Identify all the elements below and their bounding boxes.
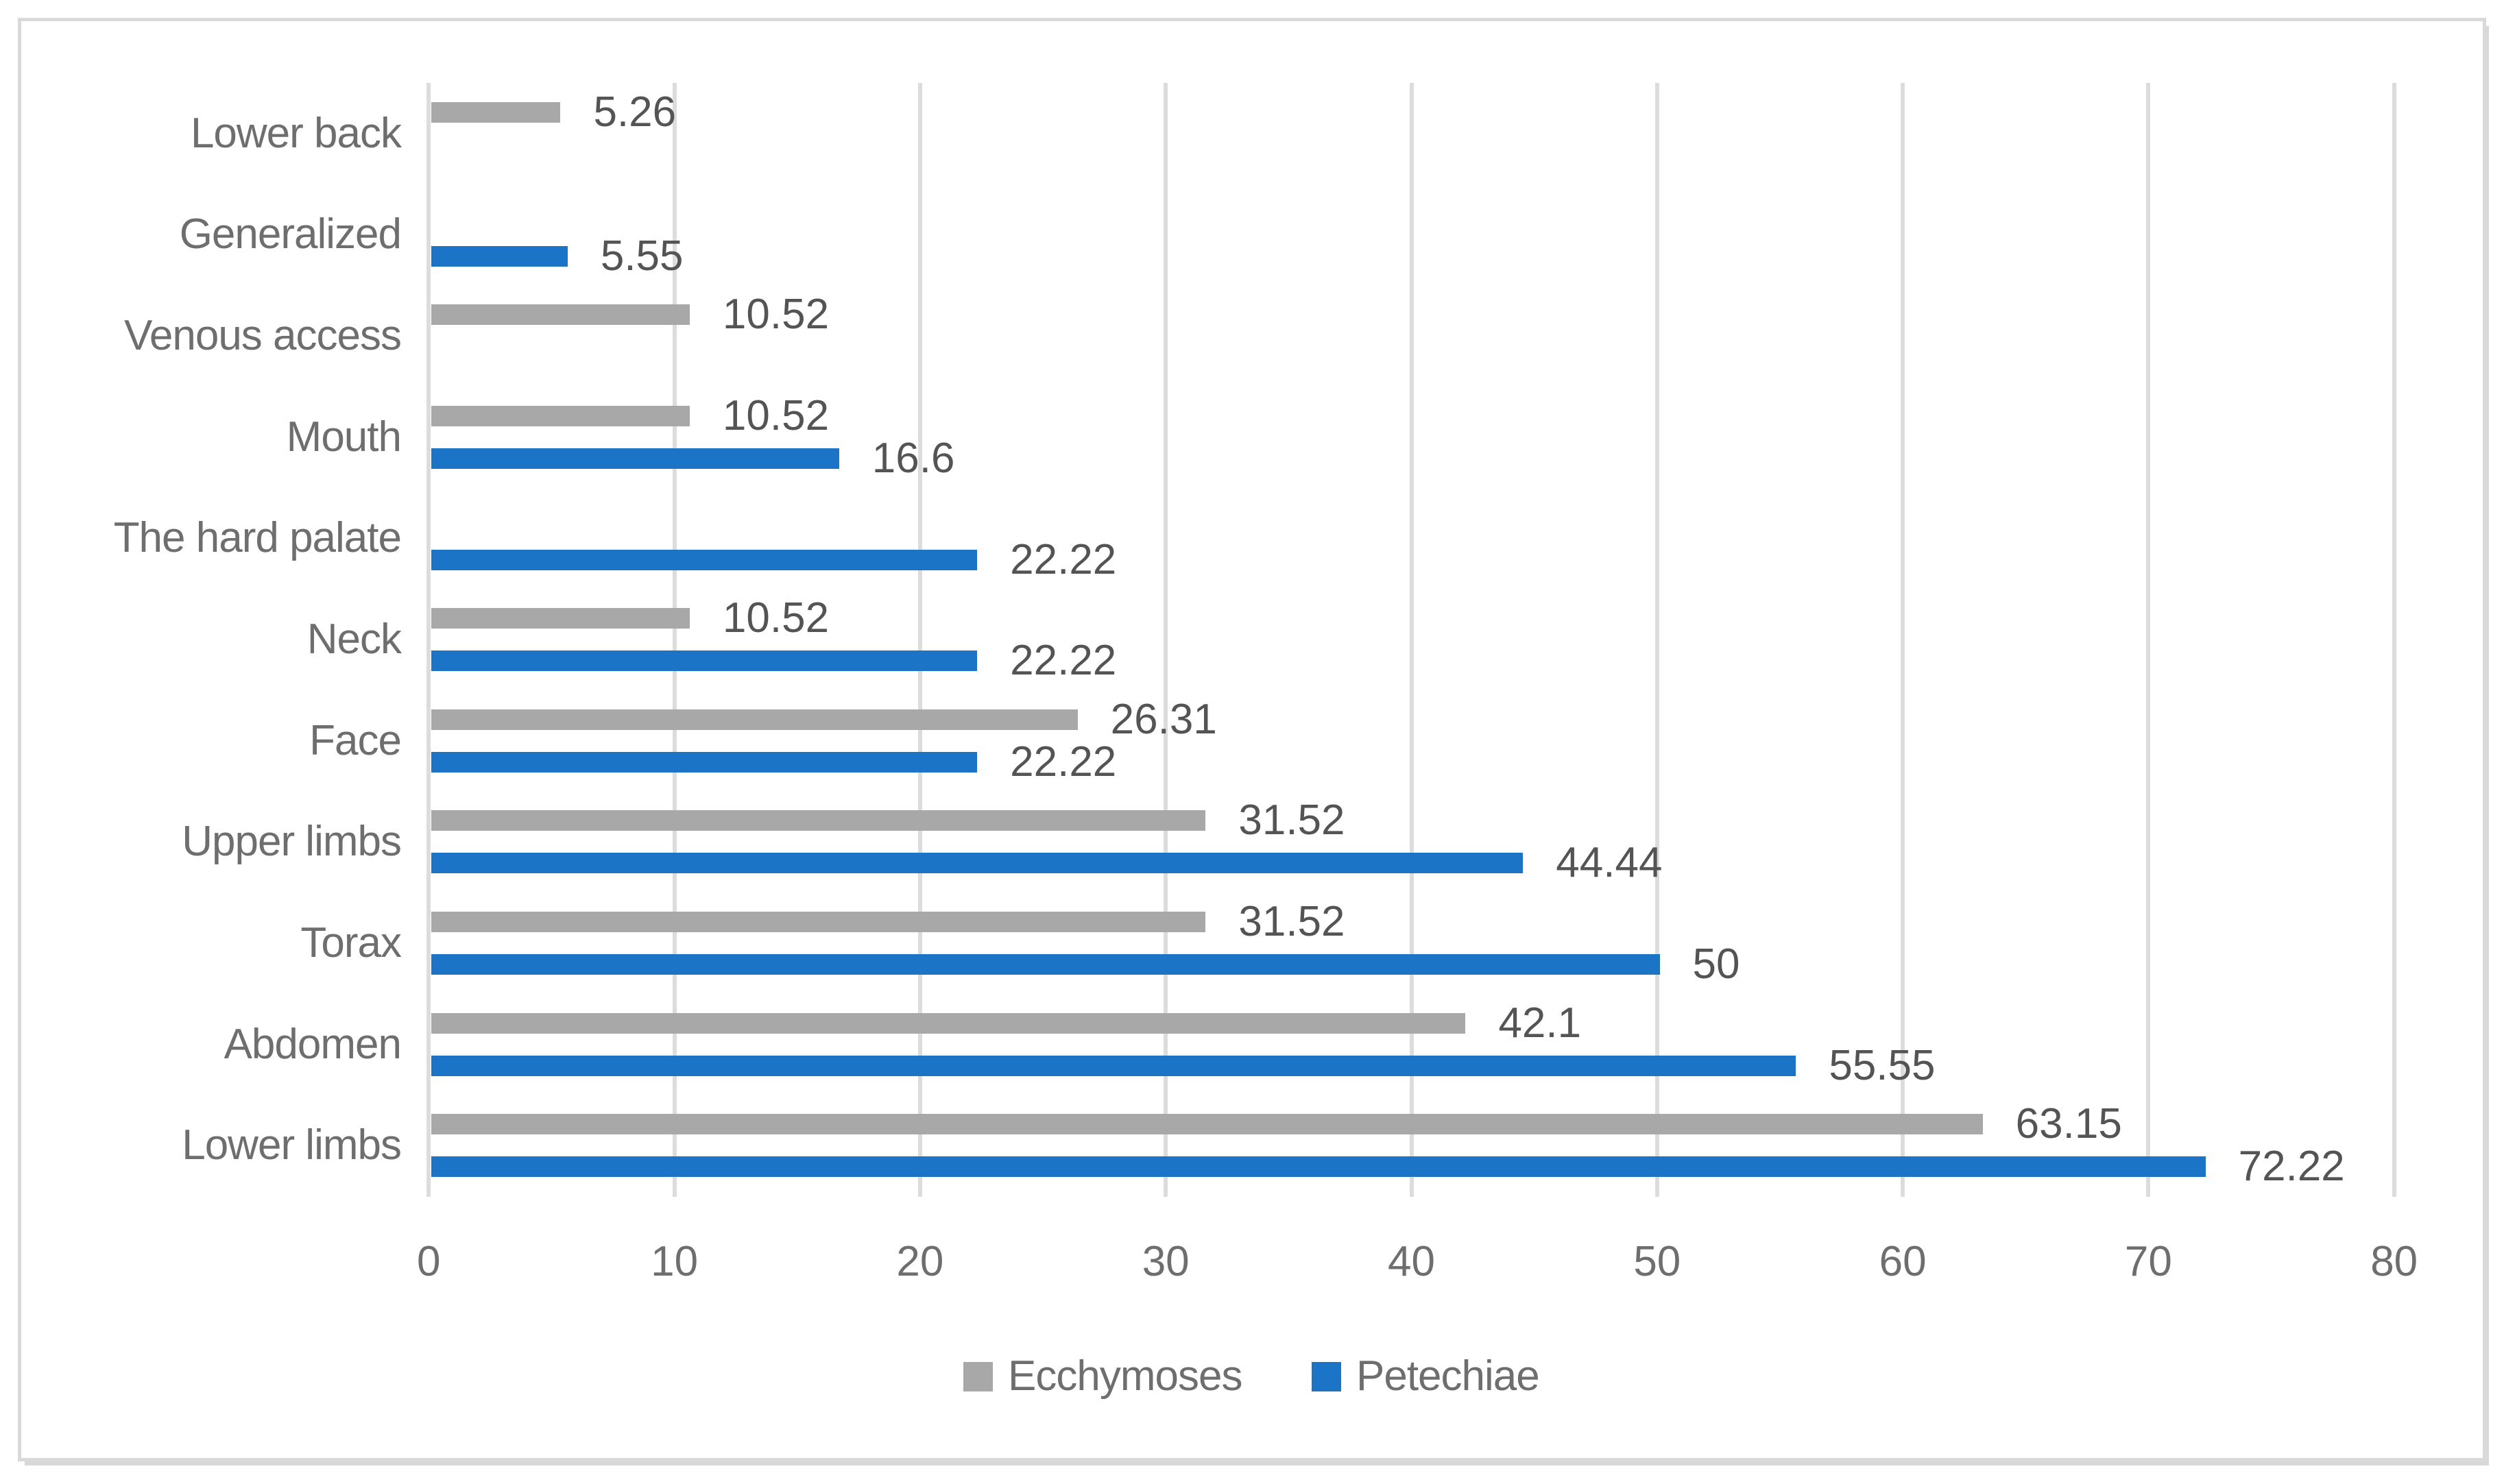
value-label: 22.22 [1010, 535, 1117, 583]
bar-petechiae [431, 954, 1660, 975]
category-label: Lower back [190, 109, 402, 157]
value-label: 16.6 [871, 434, 955, 482]
x-tick-label: 0 [417, 1238, 441, 1285]
x-tick-label: 10 [651, 1238, 699, 1285]
bar-petechiae [431, 1156, 2206, 1178]
legend-label-petechiae: Petechiae [1356, 1352, 1540, 1400]
x-tick-label: 50 [1633, 1238, 1681, 1285]
category-label: The hard palate [113, 514, 402, 562]
legend-swatch-petechiae [1312, 1362, 1341, 1391]
value-label: 22.22 [1010, 637, 1117, 685]
x-tick-label: 60 [1879, 1238, 1927, 1285]
bar-ecchymoses [431, 1012, 1466, 1034]
category-label: Lower limbs [182, 1121, 402, 1169]
category-label: Upper limbs [182, 818, 402, 866]
category-label: Neck [306, 616, 402, 664]
value-label: 63.15 [2015, 1100, 2122, 1148]
value-label: 44.44 [1556, 839, 1663, 887]
value-label: 31.52 [1238, 898, 1345, 946]
bar-petechiae [431, 650, 978, 672]
bar-ecchymoses [431, 102, 561, 123]
category-label: Venous access [123, 312, 402, 360]
bar-petechiae [431, 751, 978, 773]
category-label: Face [309, 716, 402, 764]
value-label: 26.31 [1110, 695, 1217, 743]
bar-petechiae [431, 549, 978, 570]
value-label: 5.55 [600, 232, 684, 280]
bar-ecchymoses [431, 709, 1078, 730]
value-label: 10.52 [722, 391, 830, 439]
value-label: 10.52 [722, 594, 830, 642]
gridline [672, 83, 677, 1197]
value-label: 42.1 [1498, 999, 1582, 1047]
value-label: 22.22 [1010, 738, 1117, 786]
bar-ecchymoses [431, 608, 690, 629]
category-label: Mouth [286, 413, 402, 461]
gridline [1901, 83, 1905, 1197]
gridline [1164, 83, 1168, 1197]
value-label: 72.22 [2238, 1143, 2345, 1191]
category-label: Abdomen [224, 1020, 402, 1068]
x-tick-label: 80 [2370, 1238, 2418, 1285]
value-label: 50 [1692, 940, 1740, 988]
bar-petechiae [431, 853, 1524, 874]
category-label: Torax [300, 919, 402, 966]
bar-ecchymoses [431, 1114, 1983, 1135]
bar-ecchymoses [431, 810, 1206, 831]
bar-ecchymoses [431, 912, 1206, 933]
legend-swatch-ecchymoses [963, 1362, 993, 1391]
gridline [2392, 83, 2396, 1197]
value-label: 31.52 [1238, 796, 1345, 844]
gridline [1654, 83, 1659, 1197]
gridline [917, 83, 922, 1197]
gridline [1409, 83, 1414, 1197]
bar-petechiae [431, 245, 568, 267]
category-label: Generalized [179, 210, 402, 258]
bar-petechiae [431, 448, 839, 469]
x-tick-label: 70 [2124, 1238, 2172, 1285]
x-tick-label: 20 [896, 1238, 944, 1285]
value-label: 10.52 [722, 291, 830, 339]
gridline [2146, 83, 2151, 1197]
legend-label-ecchymoses: Ecchymoses [1008, 1352, 1242, 1400]
value-label: 55.55 [1829, 1041, 1936, 1089]
bar-ecchymoses [431, 405, 690, 426]
bar-petechiae [431, 1055, 1796, 1076]
x-tick-label: 40 [1388, 1238, 1435, 1285]
x-tick-label: 30 [1142, 1238, 1190, 1285]
gridline [426, 83, 431, 1197]
value-label: 5.26 [593, 88, 677, 136]
bar-ecchymoses [431, 304, 690, 326]
